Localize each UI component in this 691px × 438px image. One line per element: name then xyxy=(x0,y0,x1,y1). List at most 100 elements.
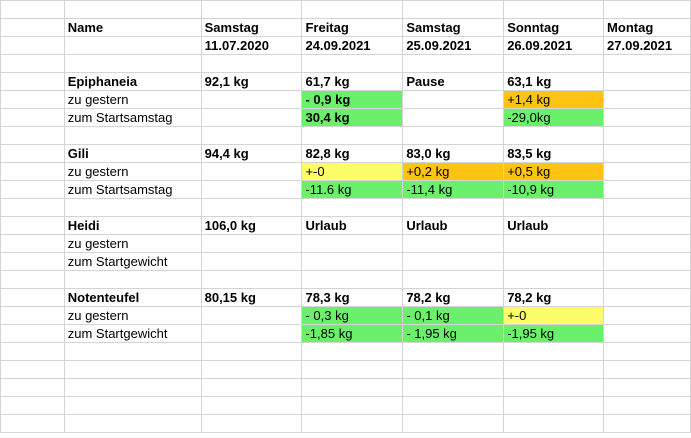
cell[interactable]: -1,85 kg xyxy=(301,324,404,343)
cell[interactable]: 27.09.2021 xyxy=(603,36,691,55)
cell[interactable] xyxy=(0,144,65,163)
cell[interactable] xyxy=(503,198,605,217)
cell[interactable] xyxy=(63,0,202,19)
cell[interactable] xyxy=(0,234,65,253)
cell[interactable] xyxy=(200,0,303,19)
cell[interactable] xyxy=(603,0,691,19)
cell[interactable] xyxy=(200,126,303,145)
cell[interactable] xyxy=(603,234,691,253)
cell[interactable] xyxy=(0,216,65,235)
cell[interactable]: +-0 xyxy=(301,162,404,181)
cell[interactable] xyxy=(0,252,65,271)
cell[interactable] xyxy=(301,270,404,289)
cell[interactable] xyxy=(503,54,605,73)
cell[interactable] xyxy=(402,126,505,145)
cell[interactable] xyxy=(0,72,65,91)
cell[interactable] xyxy=(603,288,691,307)
cell[interactable]: Name xyxy=(63,18,202,37)
cell[interactable]: zum Startsamstag xyxy=(63,180,202,199)
cell[interactable]: Heidi xyxy=(63,216,202,235)
cell[interactable] xyxy=(0,342,65,361)
cell[interactable] xyxy=(0,360,65,379)
cell[interactable]: 78,2 kg xyxy=(402,288,505,307)
cell[interactable] xyxy=(603,144,691,163)
cell[interactable] xyxy=(402,414,505,433)
cell[interactable] xyxy=(603,396,691,415)
cell[interactable]: zu gestern xyxy=(63,90,202,109)
cell[interactable] xyxy=(503,342,605,361)
cell[interactable] xyxy=(402,360,505,379)
cell[interactable]: 80,15 kg xyxy=(200,288,303,307)
cell[interactable] xyxy=(200,306,303,325)
cell[interactable] xyxy=(603,360,691,379)
cell[interactable]: zum Startgewicht xyxy=(63,252,202,271)
cell[interactable]: 83,0 kg xyxy=(402,144,505,163)
cell[interactable] xyxy=(402,396,505,415)
cell[interactable]: -29,0kg xyxy=(503,108,605,127)
cell[interactable] xyxy=(603,54,691,73)
cell[interactable] xyxy=(402,378,505,397)
cell[interactable] xyxy=(0,162,65,181)
cell[interactable] xyxy=(503,396,605,415)
cell[interactable] xyxy=(301,396,404,415)
cell[interactable] xyxy=(0,396,65,415)
cell[interactable] xyxy=(503,252,605,271)
cell[interactable] xyxy=(0,90,65,109)
cell[interactable]: Pause xyxy=(402,72,505,91)
cell[interactable] xyxy=(200,396,303,415)
cell[interactable]: +0,2 kg xyxy=(402,162,505,181)
cell[interactable] xyxy=(603,216,691,235)
cell[interactable] xyxy=(301,360,404,379)
cell[interactable] xyxy=(63,126,202,145)
cell[interactable] xyxy=(200,252,303,271)
cell[interactable]: 24.09.2021 xyxy=(301,36,404,55)
cell[interactable]: Urlaub xyxy=(402,216,505,235)
cell[interactable] xyxy=(63,270,202,289)
cell[interactable]: zum Startgewicht xyxy=(63,324,202,343)
cell[interactable]: - 1,95 kg xyxy=(402,324,505,343)
cell[interactable]: Notenteufel xyxy=(63,288,202,307)
cell[interactable] xyxy=(200,378,303,397)
cell[interactable]: - 0,9 kg xyxy=(301,90,404,109)
cell[interactable]: -1,95 kg xyxy=(503,324,605,343)
cell[interactable] xyxy=(0,108,65,127)
cell[interactable]: 25.09.2021 xyxy=(402,36,505,55)
cell[interactable] xyxy=(603,108,691,127)
cell[interactable] xyxy=(402,252,505,271)
cell[interactable] xyxy=(301,378,404,397)
cell[interactable] xyxy=(0,288,65,307)
cell[interactable] xyxy=(0,126,65,145)
cell[interactable] xyxy=(503,0,605,19)
cell[interactable]: zu gestern xyxy=(63,162,202,181)
cell[interactable]: 92,1 kg xyxy=(200,72,303,91)
cell[interactable]: Epiphaneia xyxy=(63,72,202,91)
cell[interactable]: Sonntag xyxy=(503,18,605,37)
cell[interactable]: Montag xyxy=(603,18,691,37)
cell[interactable] xyxy=(402,234,505,253)
cell[interactable]: 11.07.2020 xyxy=(200,36,303,55)
cell[interactable]: +0,5 kg xyxy=(503,162,605,181)
cell[interactable] xyxy=(200,162,303,181)
cell[interactable]: -11.6 kg xyxy=(301,180,404,199)
cell[interactable] xyxy=(200,198,303,217)
cell[interactable]: 83,5 kg xyxy=(503,144,605,163)
cell[interactable] xyxy=(503,270,605,289)
cell[interactable]: 78,3 kg xyxy=(301,288,404,307)
cell[interactable] xyxy=(0,18,65,37)
cell[interactable]: - 0,1 kg xyxy=(402,306,505,325)
cell[interactable] xyxy=(603,342,691,361)
cell[interactable]: 78,2 kg xyxy=(503,288,605,307)
cell[interactable] xyxy=(603,378,691,397)
cell[interactable] xyxy=(200,414,303,433)
cell[interactable] xyxy=(301,414,404,433)
cell[interactable] xyxy=(0,414,65,433)
cell[interactable] xyxy=(603,126,691,145)
cell[interactable] xyxy=(63,198,202,217)
cell[interactable] xyxy=(200,270,303,289)
cell[interactable] xyxy=(200,180,303,199)
cell[interactable] xyxy=(0,180,65,199)
cell[interactable] xyxy=(603,270,691,289)
cell[interactable] xyxy=(0,306,65,325)
cell[interactable] xyxy=(402,198,505,217)
cell[interactable] xyxy=(301,342,404,361)
